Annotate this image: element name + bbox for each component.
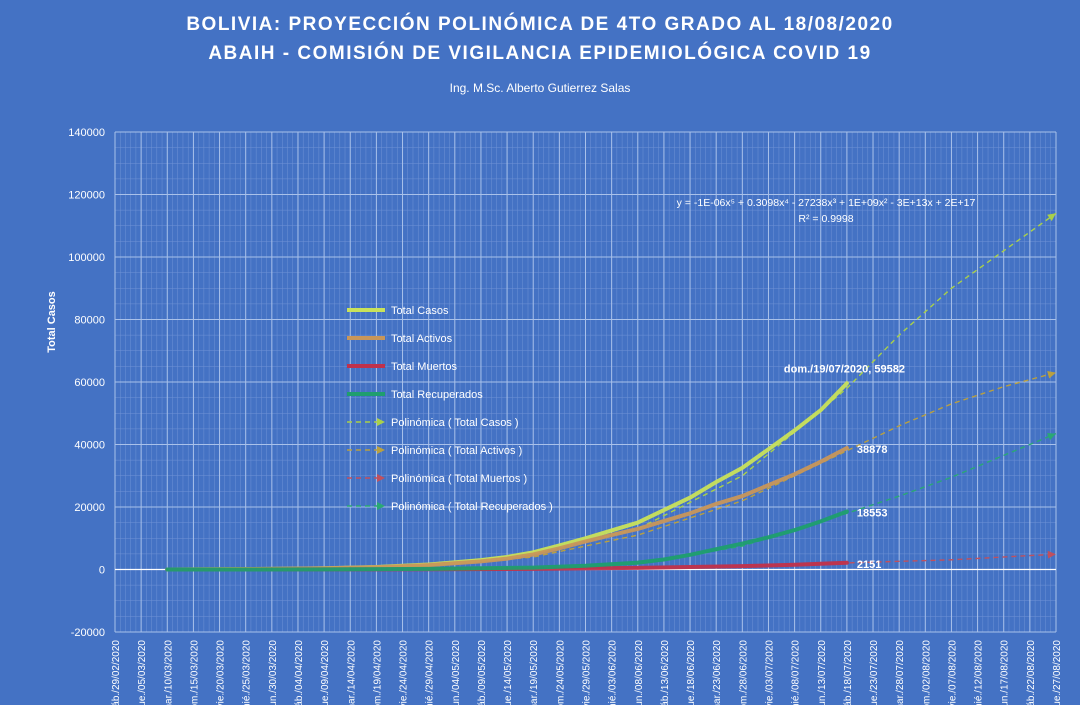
- x-tick-label: vie./20/03/2020: [216, 640, 227, 705]
- x-tick-label: sáb./22/08/2020: [1026, 640, 1037, 705]
- trendline-equation: y = -1E-06x⁵ + 0.3098x⁴ - 27238x³ + 1E+0…: [677, 197, 976, 209]
- y-tick-label: 120000: [68, 190, 105, 202]
- x-tick-label: mar./10/03/2020: [163, 640, 174, 705]
- data-label: 2151: [857, 559, 881, 571]
- x-tick-label: jue./18/06/2020: [686, 640, 697, 705]
- y-tick-label: 60000: [74, 377, 105, 389]
- x-tick-label: mar./19/05/2020: [529, 640, 540, 705]
- x-tick-label: mié./03/06/2020: [608, 640, 619, 705]
- x-tick-label: sáb./18/07/2020: [843, 640, 854, 705]
- legend-label: Polinómica ( Total Activos ): [391, 445, 522, 457]
- legend-label: Total Casos: [391, 305, 449, 317]
- y-tick-label: 0: [99, 565, 105, 577]
- x-tick-label: dom./02/08/2020: [921, 640, 932, 705]
- trend-arrow-head: [1047, 370, 1056, 379]
- x-tick-label: mié./08/07/2020: [791, 640, 802, 705]
- trendline-r-squared: R² = 0.9998: [798, 213, 853, 225]
- x-tick-label: lun./08/06/2020: [634, 640, 645, 705]
- x-tick-label: sáb./09/05/2020: [477, 640, 488, 705]
- x-tick-label: sáb./29/02/2020: [111, 640, 122, 705]
- x-tick-label: mar./28/07/2020: [895, 640, 906, 705]
- legend-label: Total Muertos: [391, 361, 458, 373]
- legend-label: Polinómica ( Total Muertos ): [391, 473, 527, 485]
- legend-label: Polinómica ( Total Recuperados ): [391, 501, 553, 513]
- legend-swatch-arrow: [377, 474, 385, 482]
- y-tick-label: 140000: [68, 127, 105, 139]
- trend-arrow-head: [1047, 550, 1056, 559]
- x-tick-label: lun./30/03/2020: [268, 640, 279, 705]
- x-tick-label: lun./04/05/2020: [451, 640, 462, 705]
- legend-swatch-arrow: [377, 418, 385, 426]
- y-tick-label: 80000: [74, 315, 105, 327]
- x-tick-label: dom./24/05/2020: [555, 640, 566, 705]
- x-tick-label: mar./23/06/2020: [712, 640, 723, 705]
- x-tick-label: sáb./04/04/2020: [294, 640, 305, 705]
- chart-author: Ing. M.Sc. Alberto Gutierrez Salas: [449, 81, 631, 95]
- x-tick-label: jue./23/07/2020: [869, 640, 880, 705]
- x-tick-label: jue./14/05/2020: [503, 640, 514, 705]
- x-tick-label: mié./12/08/2020: [974, 640, 985, 705]
- x-tick-label: jue./05/03/2020: [137, 640, 148, 705]
- chart-subtitle: ABAIH - COMISIÓN DE VIGILANCIA EPIDEMIOL…: [208, 43, 872, 64]
- x-tick-label: mar./14/04/2020: [346, 640, 357, 705]
- x-tick-label: lun./17/08/2020: [1000, 640, 1011, 705]
- x-tick-label: dom./28/06/2020: [738, 640, 749, 705]
- x-tick-label: vie./29/05/2020: [582, 640, 593, 705]
- data-label: 38878: [857, 444, 888, 456]
- trend-arrow-head: [1047, 433, 1056, 441]
- trend-arrow-head: [1047, 213, 1056, 222]
- x-tick-label: mié./29/04/2020: [425, 640, 436, 705]
- x-tick-label: sáb./13/06/2020: [660, 640, 671, 705]
- x-tick-label: vie./03/07/2020: [764, 640, 775, 705]
- legend-swatch-arrow: [377, 502, 385, 510]
- legend-label: Polinómica ( Total Casos ): [391, 417, 519, 429]
- x-tick-label: dom./19/04/2020: [372, 640, 383, 705]
- chart-title: BOLIVIA: PROYECCIÓN POLINÓMICA DE 4TO GR…: [186, 14, 894, 35]
- x-tick-label: jue./27/08/2020: [1052, 640, 1063, 705]
- x-tick-label: vie./07/08/2020: [947, 640, 958, 705]
- series-line: [165, 509, 849, 572]
- x-tick-label: lun./13/07/2020: [817, 640, 828, 705]
- x-tick-label: dom./15/03/2020: [189, 640, 200, 705]
- x-tick-label: jue./09/04/2020: [320, 640, 331, 705]
- y-axis-label: Total Casos: [46, 291, 58, 353]
- x-tick-label: mié./25/03/2020: [242, 640, 253, 705]
- y-tick-label: 100000: [68, 252, 105, 264]
- data-label: 18553: [857, 508, 888, 520]
- x-tick-label: vie./24/04/2020: [399, 640, 410, 705]
- data-label: dom./19/07/2020, 59582: [784, 363, 905, 375]
- legend-swatch-arrow: [377, 446, 385, 454]
- legend-label: Total Recuperados: [391, 389, 483, 401]
- y-tick-label: 20000: [74, 502, 105, 514]
- legend-label: Total Activos: [391, 333, 453, 345]
- y-tick-label: 40000: [74, 440, 105, 452]
- y-tick-label: -20000: [71, 627, 105, 639]
